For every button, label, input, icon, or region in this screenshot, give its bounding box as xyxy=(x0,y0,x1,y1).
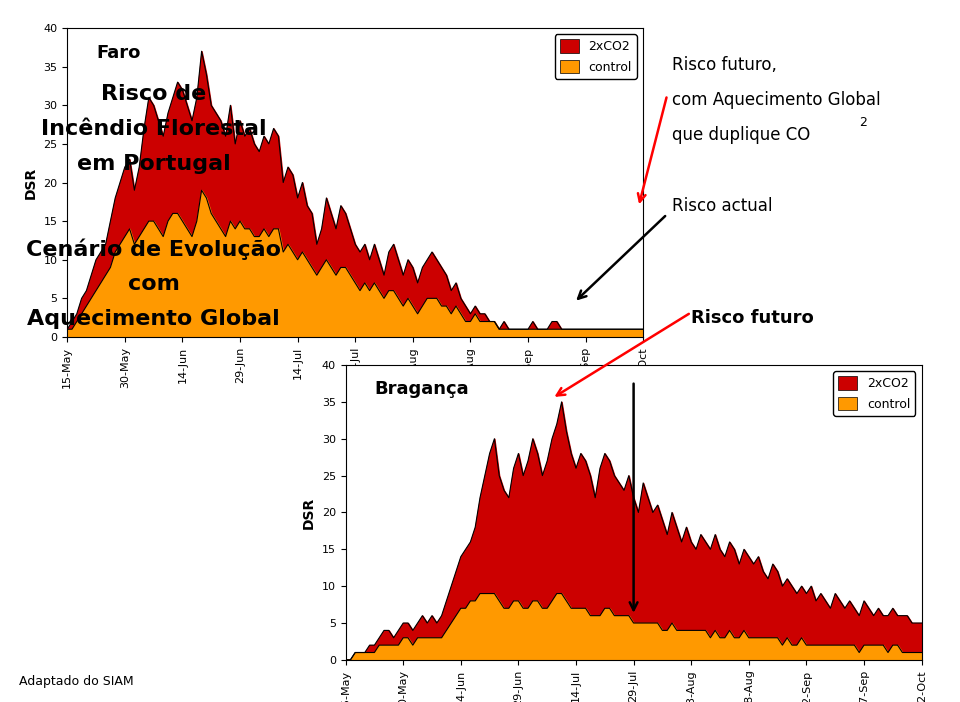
Legend: 2xCO2, control: 2xCO2, control xyxy=(833,371,915,416)
Legend: 2xCO2, control: 2xCO2, control xyxy=(555,34,636,79)
Text: Bragança: Bragança xyxy=(374,380,469,398)
Y-axis label: DSR: DSR xyxy=(24,166,37,199)
Text: em Portugal: em Portugal xyxy=(77,154,230,174)
Text: Faro: Faro xyxy=(96,44,140,62)
Text: Risco futuro,: Risco futuro, xyxy=(672,56,777,74)
Text: com: com xyxy=(128,274,180,293)
Text: Incêndio Florestal: Incêndio Florestal xyxy=(40,119,267,139)
Text: com Aquecimento Global: com Aquecimento Global xyxy=(672,91,880,110)
Text: Adaptado do SIAM: Adaptado do SIAM xyxy=(19,675,133,688)
Text: que duplique CO: que duplique CO xyxy=(672,126,810,145)
Text: 2: 2 xyxy=(859,116,867,129)
Text: Aquecimento Global: Aquecimento Global xyxy=(27,309,280,329)
Y-axis label: DSR: DSR xyxy=(302,496,316,529)
Text: Risco actual: Risco actual xyxy=(672,197,773,215)
Text: Risco de: Risco de xyxy=(101,84,206,104)
Text: Cenário de Evolução: Cenário de Evolução xyxy=(26,239,281,260)
Text: Risco futuro: Risco futuro xyxy=(691,309,814,327)
